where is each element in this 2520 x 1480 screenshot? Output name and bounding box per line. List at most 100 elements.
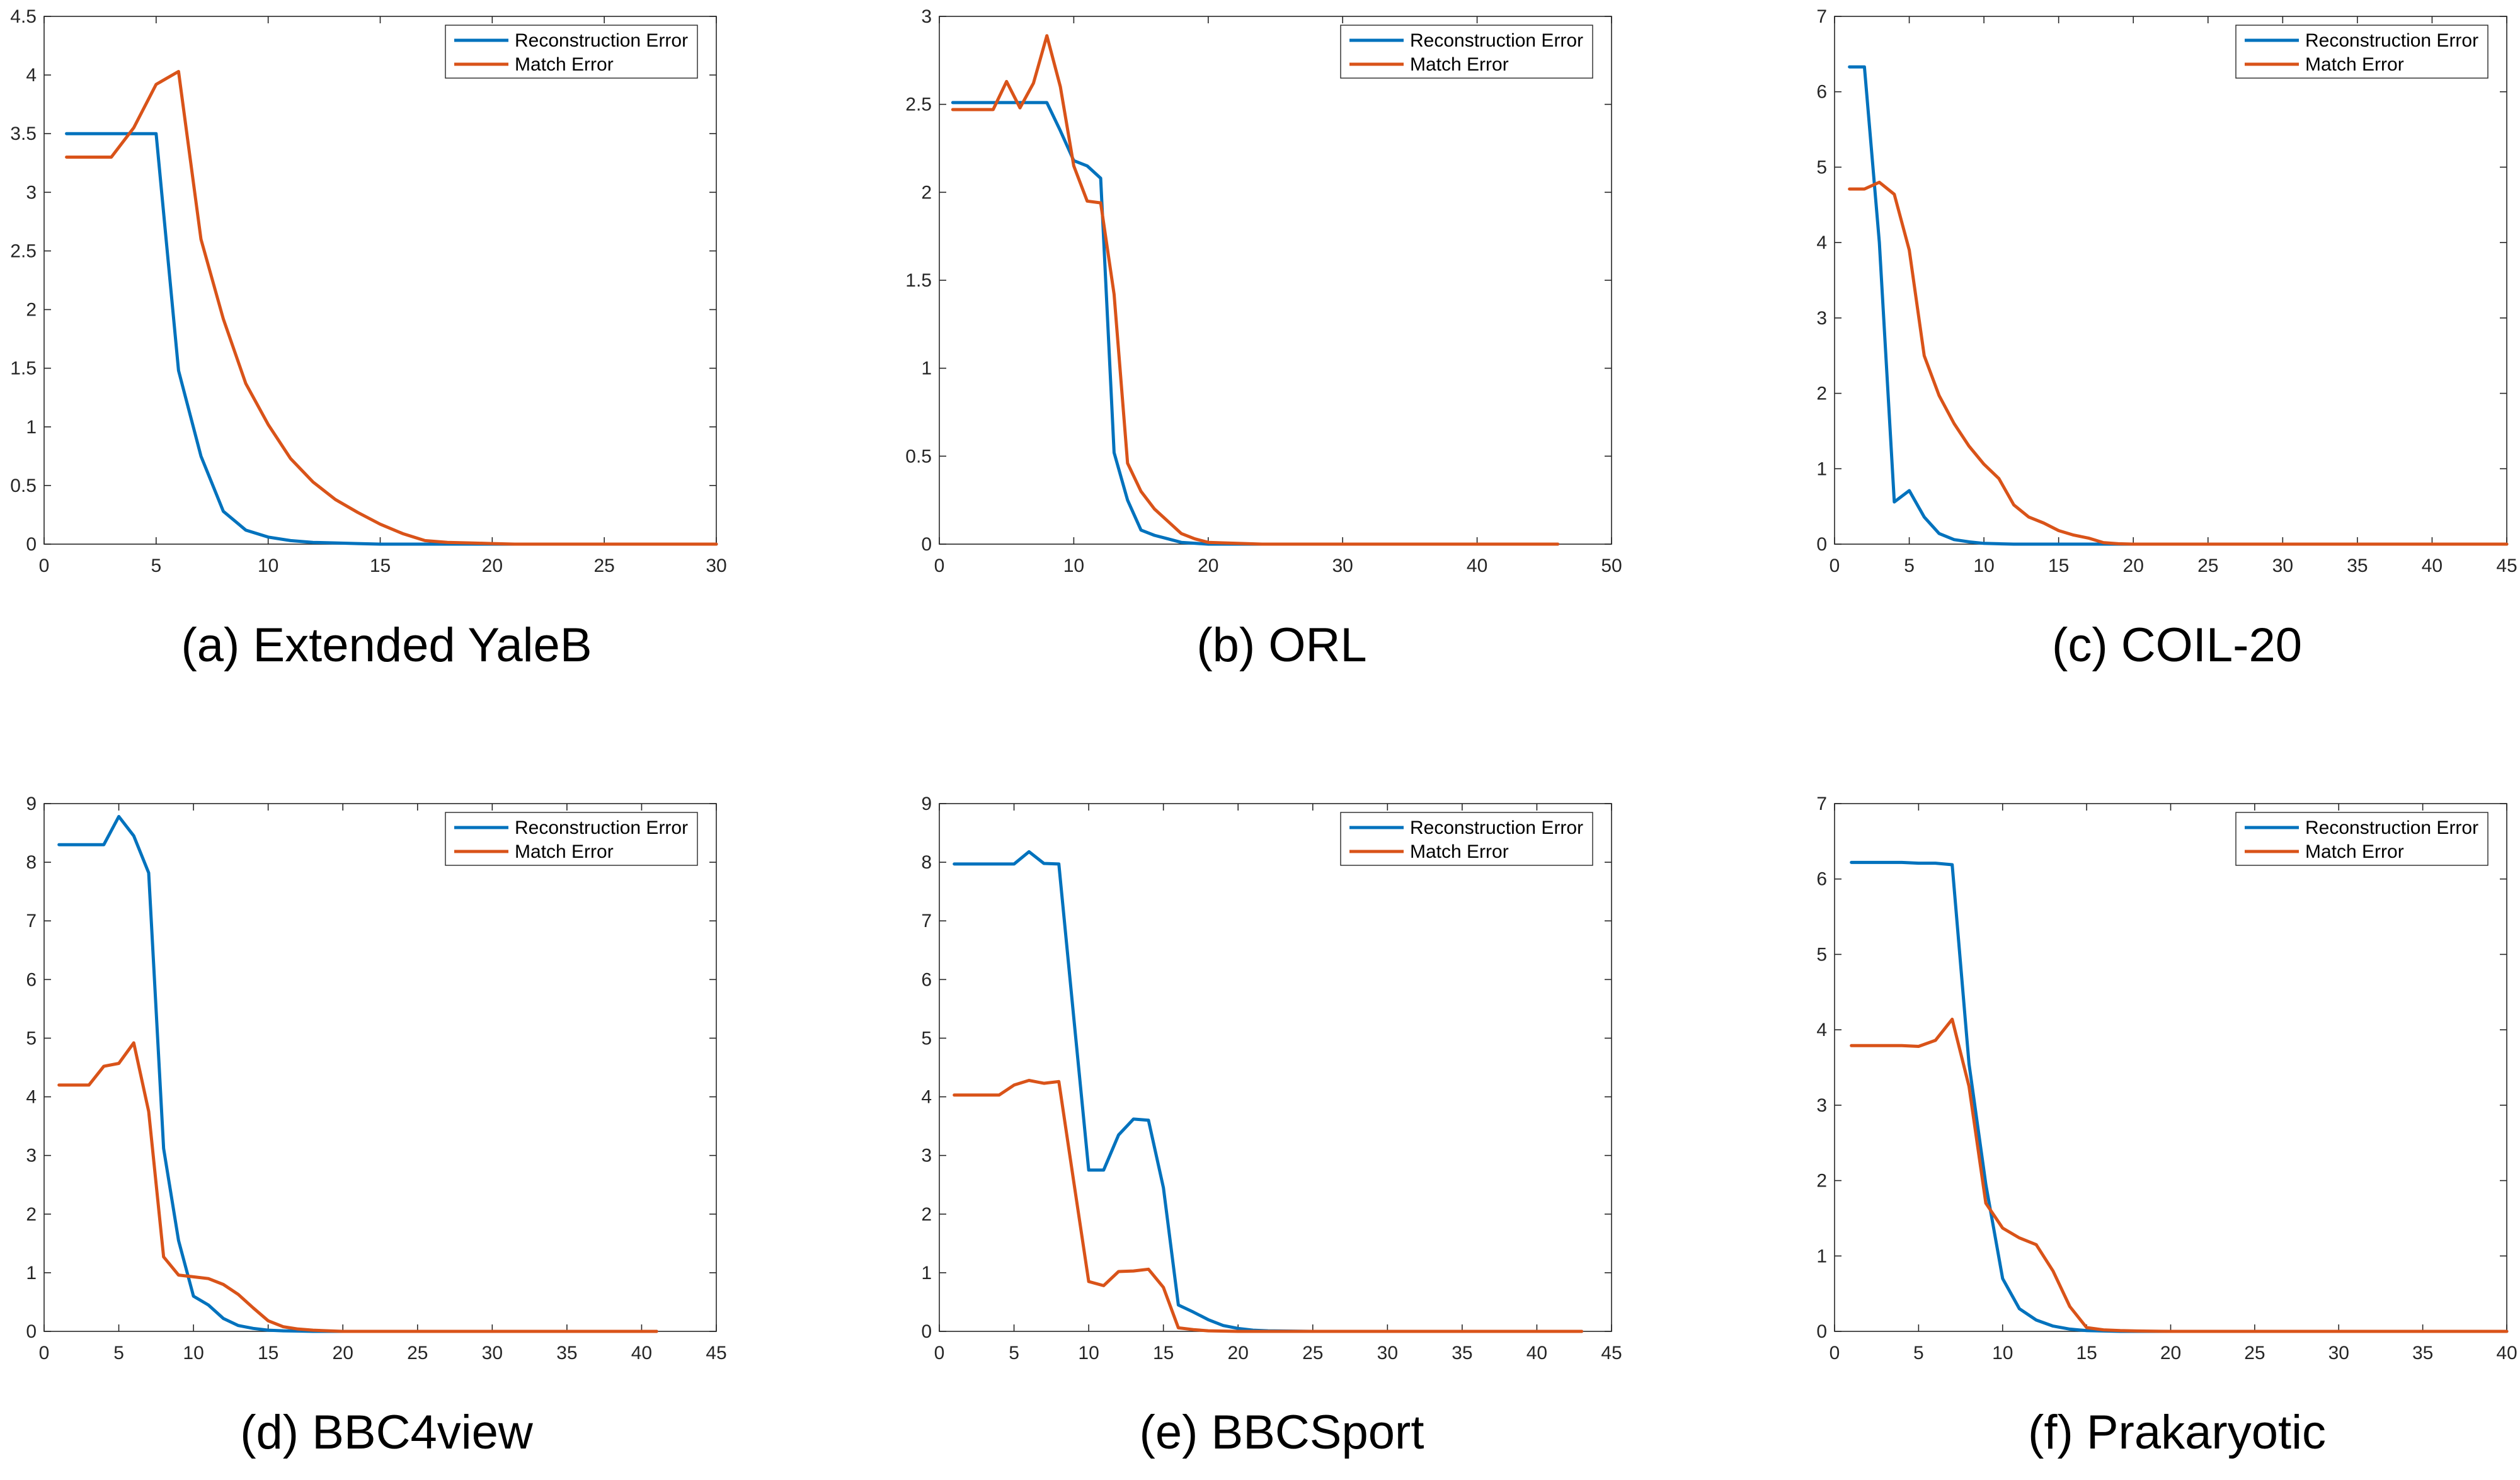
chart-caption: (f) Prakaryotic (2028, 1406, 2326, 1459)
x-tick-label: 20 (2123, 555, 2144, 576)
series-line-match-error (65, 70, 718, 546)
x-tick-label: 45 (706, 1343, 726, 1363)
x-tick-label: 0 (1830, 555, 1840, 576)
chart-caption: (b) ORL (1196, 618, 1366, 672)
legend-entry: Match Error (2305, 54, 2404, 75)
x-tick-label: 30 (706, 555, 726, 576)
legend-entry: Match Error (515, 841, 614, 862)
y-tick-label: 0 (921, 1321, 932, 1342)
x-tick-label: 40 (1526, 1343, 1547, 1363)
y-tick-label: 2 (26, 300, 37, 321)
legend-box (1340, 25, 1593, 79)
y-tick-label: 0.5 (905, 446, 932, 467)
x-tick-label: 20 (333, 1343, 353, 1363)
series-line-reconstruction-error (953, 850, 1584, 1333)
y-tick-label: 0 (1816, 534, 1827, 555)
x-tick-label: 35 (2347, 555, 2368, 576)
x-tick-label: 35 (556, 1343, 577, 1363)
x-tick-label: 40 (1467, 555, 1487, 576)
y-tick-label: 7 (1816, 6, 1827, 27)
x-tick-label: 15 (1153, 1343, 1174, 1363)
x-tick-label: 0 (39, 1343, 50, 1363)
x-tick-label: 40 (2496, 1343, 2517, 1363)
y-tick-label: 7 (1816, 794, 1827, 814)
y-tick-label: 6 (26, 969, 37, 990)
x-tick-label: 15 (258, 1343, 278, 1363)
legend-entry: Match Error (2305, 841, 2404, 862)
y-tick-label: 2 (1816, 384, 1827, 404)
y-tick-label: 3.5 (10, 123, 37, 144)
y-tick-label: 5 (26, 1028, 37, 1049)
x-tick-label: 0 (934, 1343, 945, 1363)
x-tick-label: 5 (1009, 1343, 1019, 1363)
x-tick-label: 10 (1973, 555, 1994, 576)
chart-caption: (e) BBCSport (1140, 1406, 1424, 1459)
series-line-reconstruction-error (1848, 65, 2509, 546)
legend-entry: Reconstruction Error (515, 30, 688, 51)
y-tick-label: 3 (26, 1146, 37, 1166)
x-tick-label: 25 (2244, 1343, 2265, 1363)
y-tick-label: 1 (921, 1263, 932, 1284)
y-tick-label: 6 (1816, 869, 1827, 890)
legend: Reconstruction Error Match Error (2235, 812, 2488, 866)
plot-area (43, 16, 717, 545)
legend-entry: Reconstruction Error (515, 817, 688, 838)
chart-caption: (d) BBC4view (240, 1406, 534, 1459)
y-tick-label: 1.5 (905, 270, 932, 291)
y-tick-label: 4.5 (10, 6, 37, 27)
y-tick-label: 1 (26, 417, 37, 438)
x-tick-label: 5 (113, 1343, 124, 1363)
y-tick-label: 6 (1816, 82, 1827, 103)
x-tick-label: 30 (2328, 1343, 2349, 1363)
x-tick-label: 5 (151, 555, 161, 576)
x-tick-label: 20 (2160, 1343, 2181, 1363)
plot-area (939, 16, 1612, 545)
y-tick-label: 1 (1816, 1246, 1827, 1267)
plot-area (1834, 803, 2507, 1332)
x-tick-label: 25 (407, 1343, 428, 1363)
x-tick-label: 35 (2412, 1343, 2433, 1363)
y-tick-label: 2.5 (905, 94, 932, 115)
plot-area (43, 803, 717, 1332)
y-tick-label: 5 (921, 1028, 932, 1049)
y-tick-label: 4 (26, 65, 37, 86)
legend: Reconstruction Error Match Error (445, 25, 698, 79)
legend-entry: Match Error (1410, 841, 1509, 862)
y-tick-label: 3 (1816, 1095, 1827, 1116)
x-tick-label: 25 (2197, 555, 2218, 576)
y-tick-label: 2.5 (10, 241, 37, 261)
y-tick-label: 0 (26, 1321, 37, 1342)
y-tick-label: 2 (1816, 1171, 1827, 1192)
legend-entry: Reconstruction Error (2305, 30, 2478, 51)
x-tick-label: 15 (2076, 1343, 2097, 1363)
x-tick-label: 25 (593, 555, 614, 576)
x-tick-label: 0 (39, 555, 50, 576)
series-line-reconstruction-error (65, 132, 718, 546)
x-tick-label: 0 (934, 555, 945, 576)
x-tick-label: 10 (183, 1343, 203, 1363)
y-tick-label: 2 (26, 1204, 37, 1225)
y-tick-label: 7 (921, 911, 932, 931)
y-tick-label: 0 (1816, 1321, 1827, 1342)
legend-box (445, 25, 698, 79)
legend: Reconstruction Error Match Error (1340, 25, 1593, 79)
series-line-match-error (1850, 1017, 2509, 1333)
y-tick-label: 5 (1816, 157, 1827, 178)
plot-area (939, 803, 1612, 1332)
chart-panel-4: 0 5 10 15 20 25 30 35 40 450123456789Reconstructi… (26, 794, 726, 1459)
y-tick-label: 5 (1816, 944, 1827, 965)
y-tick-label: 4 (1816, 1020, 1827, 1040)
legend-entry: Match Error (1410, 54, 1509, 75)
x-tick-label: 15 (2048, 555, 2069, 576)
y-tick-label: 1 (921, 358, 932, 379)
chart-panel-1: 0 5 10 15 20 25 30 0 0.5 1 1.5 2 2.5 3 3.5 4 4.5 Reconstr… (10, 6, 726, 672)
y-tick-label: 7 (26, 911, 37, 931)
legend-entry: Reconstruction Error (2305, 817, 2478, 838)
y-tick-label: 0.5 (10, 475, 37, 496)
y-tick-label: 4 (1816, 232, 1827, 253)
chart-panel-2: 0 10 20 30 40 50 0 0.5 1 1.5 2 2.5 3 Reconstruction E… (905, 6, 1622, 672)
legend: Reconstruction Error Match Error (1340, 812, 1593, 866)
y-tick-label: 1 (1816, 458, 1827, 479)
y-tick-label: 3 (921, 6, 932, 27)
